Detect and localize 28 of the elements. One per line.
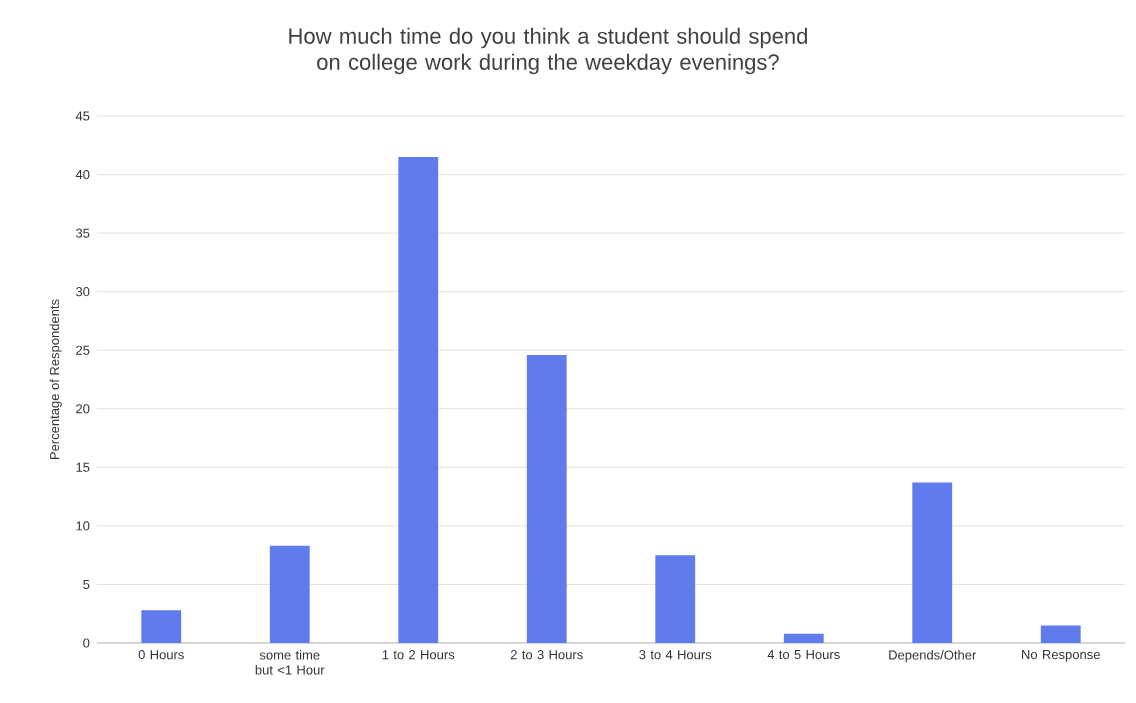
bar <box>141 610 182 643</box>
bar <box>398 157 439 643</box>
bar <box>269 545 310 643</box>
y-axis-title: Percentage of Respondents <box>49 299 62 460</box>
chart-title: How much time do you think a student should spend on college work during the weekday evenings? <box>289 27 807 75</box>
y-tick-label: 10 <box>76 521 90 531</box>
y-tick-label: 25 <box>76 345 90 355</box>
x-tick-label: No Response <box>1022 650 1100 662</box>
bar <box>1040 625 1081 643</box>
bar <box>912 482 953 643</box>
y-tick-label: 0 <box>83 638 90 648</box>
y-tick-label: 15 <box>76 462 90 472</box>
bar <box>783 633 824 643</box>
y-tick-label: 5 <box>83 579 90 589</box>
y-tick-label: 35 <box>75 228 90 238</box>
y-tick-label: 45 <box>75 111 90 121</box>
x-tick-label: some time but <1 Hour <box>255 650 325 675</box>
x-tick-label: 3 to 4 Hours <box>639 650 712 660</box>
y-tick-label: 40 <box>75 169 90 180</box>
x-tick-label: 1 to 2 Hours <box>382 650 455 660</box>
x-tick-label: 4 to 5 Hours <box>767 650 840 660</box>
y-tick-label: 30 <box>75 287 90 297</box>
y-tick-label: 20 <box>76 404 90 414</box>
x-tick-label: 2 to 3 Hours <box>510 650 583 660</box>
bar <box>526 354 567 643</box>
x-tick-label: 0 Hours <box>138 650 184 660</box>
x-tick-label: Depends/Other <box>889 650 977 663</box>
bar <box>655 555 696 643</box>
